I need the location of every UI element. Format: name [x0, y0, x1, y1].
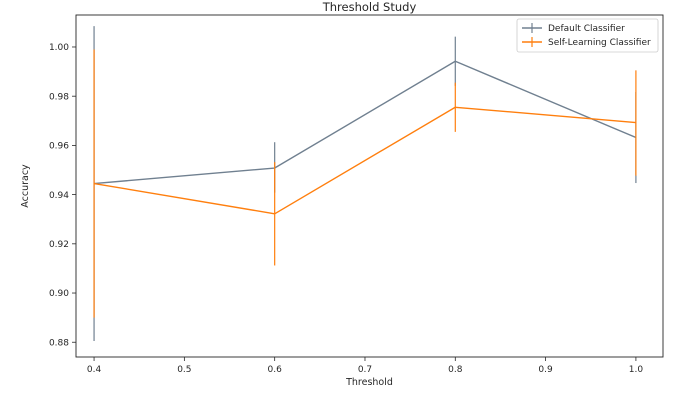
- y-axis-label: Accuracy: [20, 164, 31, 208]
- legend-label-default-classifier: Default Classifier: [548, 24, 625, 34]
- data-point-self-learning-classifier: [274, 213, 276, 215]
- x-tick-label: 0.8: [448, 365, 463, 375]
- y-tick-label: 0.94: [49, 191, 69, 201]
- chart-title: Threshold Study: [322, 0, 417, 14]
- x-axis: 0.4 0.5 0.6 0.7 0.8 0.9 1.0: [87, 357, 643, 375]
- x-tick-label: 0.4: [87, 365, 102, 375]
- y-tick-label: 0.98: [49, 92, 69, 102]
- data-point-self-learning-classifier: [93, 182, 95, 185]
- series-line-default-classifier: [94, 60, 637, 185]
- x-tick-label: 0.6: [268, 365, 283, 375]
- data-point-self-learning-classifier: [635, 121, 637, 124]
- legend: Default Classifier Self-Learning Classif…: [516, 18, 659, 53]
- y-tick-label: 1.00: [49, 43, 69, 53]
- series-layer: [93, 26, 637, 342]
- plot-area: [75, 14, 664, 358]
- y-tick-label: 0.88: [49, 338, 69, 348]
- data-point-self-learning-classifier: [454, 106, 456, 108]
- series-line-self-learning-classifier: [93, 106, 636, 215]
- x-tick-label: 0.7: [358, 365, 372, 375]
- y-axis: 0.88 0.90 0.92 0.94 0.96 0.98 1.00: [49, 43, 76, 348]
- x-axis-label: Threshold: [345, 377, 393, 388]
- y-tick-label: 0.92: [49, 240, 69, 250]
- legend-label-self-learning-classifier: Self-Learning Classifier: [548, 38, 651, 48]
- x-tick-label: 0.5: [177, 365, 191, 375]
- legend-box: [516, 18, 659, 53]
- legend-item-self-learning-classifier: Self-Learning Classifier: [522, 37, 651, 48]
- y-tick-label: 0.90: [49, 289, 69, 299]
- x-tick-label: 1.0: [629, 365, 644, 375]
- y-tick-label: 0.96: [49, 142, 69, 152]
- x-tick-label: 0.9: [538, 365, 553, 375]
- legend-item-default-classifier: Default Classifier: [522, 23, 625, 34]
- data-point-default-classifier: [454, 60, 456, 62]
